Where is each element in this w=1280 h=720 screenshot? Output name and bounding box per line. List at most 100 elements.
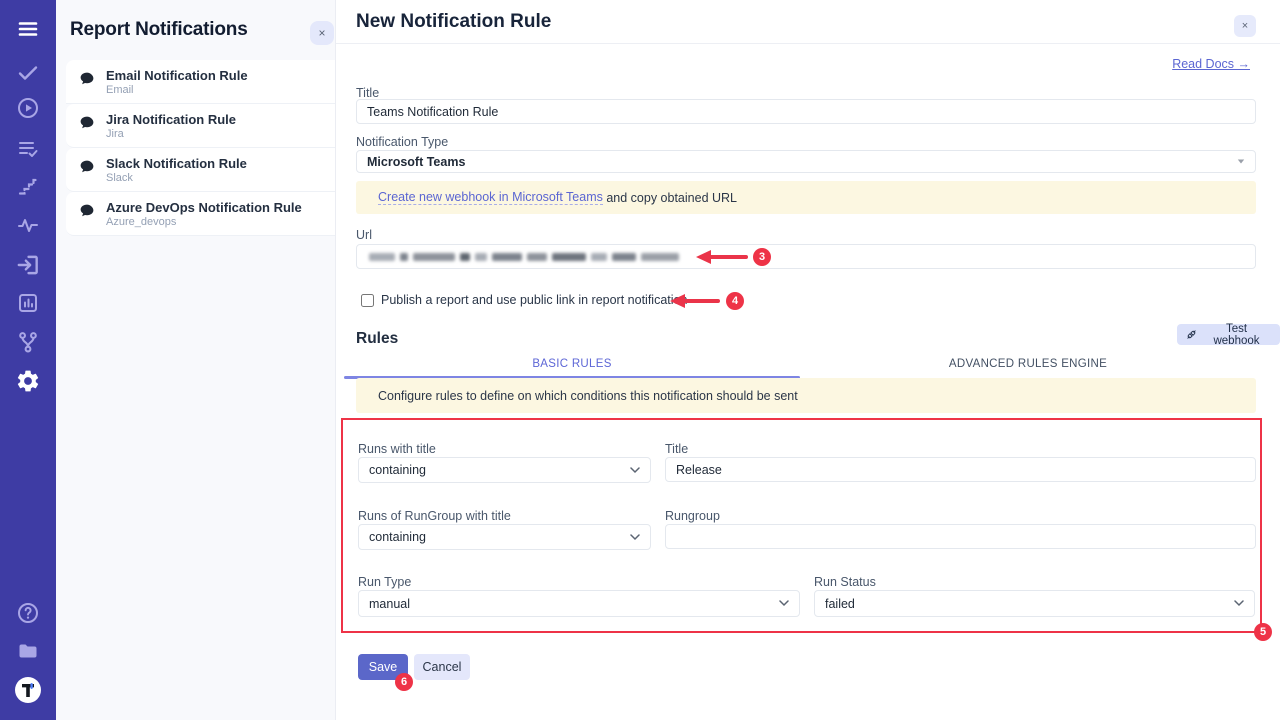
redacted-url-blob bbox=[612, 252, 636, 261]
plug-icon bbox=[1186, 329, 1197, 340]
rule-title: Azure DevOps Notification Rule bbox=[106, 199, 302, 215]
rules-hint-box: Configure rules to define on which condi… bbox=[356, 378, 1256, 413]
publish-report-checkbox[interactable] bbox=[361, 294, 374, 307]
rule-title-input[interactable] bbox=[665, 457, 1256, 482]
tab-advanced-rules-engine[interactable]: ADVANCED RULES ENGINE bbox=[948, 358, 1108, 370]
test-webhook-button[interactable]: Test webhook bbox=[1177, 322, 1280, 347]
check-icon[interactable] bbox=[0, 61, 56, 85]
runs-with-title-value: containing bbox=[369, 463, 426, 477]
chevron-down-icon bbox=[779, 600, 789, 607]
rule-subtitle: Slack bbox=[106, 171, 133, 184]
title-input[interactable] bbox=[356, 99, 1256, 124]
rule-subtitle: Email bbox=[106, 83, 134, 96]
folder-icon[interactable] bbox=[0, 639, 56, 663]
close-icon: × bbox=[318, 26, 326, 40]
chevron-down-icon bbox=[630, 533, 640, 541]
panel-close-button[interactable]: × bbox=[310, 21, 334, 45]
runs-of-rungroup-value: containing bbox=[369, 530, 426, 544]
form-close-button[interactable]: × bbox=[1234, 15, 1256, 37]
chat-bubble-icon bbox=[78, 114, 96, 137]
runs-with-title-label: Runs with title bbox=[358, 442, 436, 456]
activity-icon[interactable] bbox=[0, 213, 56, 237]
chat-bubble-icon bbox=[78, 202, 96, 225]
url-label: Url bbox=[356, 228, 372, 242]
notification-rule-list: Email Notification Rule Email Jira Notifi… bbox=[56, 60, 335, 236]
rules-hint-text: Configure rules to define on which condi… bbox=[378, 388, 798, 403]
rules-heading: Rules bbox=[356, 330, 399, 347]
list-item-azure-devops-rule[interactable]: Azure DevOps Notification Rule Azure_devo… bbox=[66, 192, 335, 236]
test-webhook-label: Test webhook bbox=[1213, 322, 1260, 347]
redacted-url-blob bbox=[527, 252, 547, 261]
page-title: New Notification Rule bbox=[356, 11, 552, 32]
help-icon[interactable] bbox=[0, 601, 56, 625]
rule-title-label: Title bbox=[665, 442, 689, 456]
rule-title: Jira Notification Rule bbox=[106, 111, 237, 127]
webhook-hint-box: Create new webhook in Microsoft Teams an… bbox=[356, 181, 1256, 214]
branches-icon[interactable] bbox=[0, 329, 56, 355]
chat-bubble-icon bbox=[78, 70, 96, 93]
rule-title: Email Notification Rule bbox=[106, 67, 248, 83]
rule-title: Slack Notification Rule bbox=[106, 155, 247, 171]
annotation-badge-4: 4 bbox=[726, 292, 744, 310]
run-type-label: Run Type bbox=[358, 575, 412, 589]
redacted-url-blob bbox=[475, 252, 487, 261]
notification-type-value: Microsoft Teams bbox=[367, 154, 466, 169]
redacted-url-blob bbox=[641, 252, 679, 261]
new-notification-rule-form: New Notification Rule × Read Docs → Titl… bbox=[336, 0, 1280, 720]
list-item-slack-rule[interactable]: Slack Notification Rule Slack bbox=[66, 148, 335, 192]
sidebar bbox=[0, 0, 56, 720]
redacted-url-blob bbox=[400, 252, 408, 261]
annotation-arrow-4 bbox=[670, 293, 720, 314]
run-status-select[interactable]: failed bbox=[814, 590, 1255, 617]
cancel-button[interactable]: Cancel bbox=[414, 654, 470, 680]
sign-in-icon[interactable] bbox=[0, 252, 56, 278]
run-type-select[interactable]: manual bbox=[358, 590, 800, 617]
chevron-down-icon bbox=[630, 466, 640, 474]
redacted-url-blob bbox=[492, 252, 522, 261]
runs-with-title-select[interactable]: containing bbox=[358, 457, 651, 483]
publish-report-label[interactable]: Publish a report and use public link in … bbox=[381, 293, 688, 307]
rule-subtitle: Azure_devops bbox=[106, 215, 177, 228]
read-docs-link[interactable]: Read Docs → bbox=[1172, 57, 1250, 71]
annotation-badge-5: 5 bbox=[1254, 623, 1272, 641]
redacted-url-blob bbox=[369, 252, 395, 261]
run-status-label: Run Status bbox=[814, 575, 876, 589]
redacted-url-blob bbox=[460, 252, 470, 261]
runs-of-rungroup-select[interactable]: containing bbox=[358, 524, 651, 550]
webhook-hint-text: and copy obtained URL bbox=[602, 190, 737, 205]
rungroup-input[interactable] bbox=[665, 524, 1256, 549]
form-header: New Notification Rule bbox=[336, 0, 1280, 44]
panel-title: Report Notifications bbox=[70, 19, 248, 40]
url-input[interactable] bbox=[356, 244, 1256, 269]
run-type-value: manual bbox=[369, 596, 410, 611]
redacted-url-blob bbox=[413, 252, 455, 261]
menu-icon[interactable] bbox=[0, 17, 56, 41]
redacted-url-blob bbox=[591, 252, 607, 261]
chevron-down-icon bbox=[1234, 600, 1244, 607]
caret-down-icon bbox=[1237, 159, 1245, 164]
chat-bubble-icon bbox=[78, 158, 96, 181]
rules-tabs: BASIC RULES ADVANCED RULES ENGINE bbox=[344, 354, 1256, 379]
redacted-url-blob bbox=[552, 252, 586, 261]
tab-basic-rules[interactable]: BASIC RULES bbox=[344, 354, 800, 379]
notification-type-label: Notification Type bbox=[356, 135, 449, 149]
title-label: Title bbox=[356, 86, 380, 100]
annotation-badge-3: 3 bbox=[753, 248, 771, 266]
steps-icon[interactable] bbox=[0, 175, 56, 199]
settings-gear-icon[interactable] bbox=[0, 368, 56, 394]
annotation-arrow-3 bbox=[696, 249, 748, 270]
play-circle-icon[interactable] bbox=[0, 96, 56, 120]
app-logo[interactable] bbox=[0, 676, 56, 704]
notification-type-select[interactable]: Microsoft Teams bbox=[356, 150, 1256, 173]
runs-of-rungroup-label: Runs of RunGroup with title bbox=[358, 509, 511, 523]
bar-chart-icon[interactable] bbox=[0, 291, 56, 315]
annotation-badge-6: 6 bbox=[395, 673, 413, 691]
rungroup-label: Rungroup bbox=[665, 509, 720, 523]
checklist-icon[interactable] bbox=[0, 137, 56, 161]
list-item-email-rule[interactable]: Email Notification Rule Email bbox=[66, 60, 335, 104]
run-status-value: failed bbox=[825, 596, 855, 611]
list-item-jira-rule[interactable]: Jira Notification Rule Jira bbox=[66, 104, 335, 148]
close-icon: × bbox=[1241, 20, 1249, 32]
create-webhook-link[interactable]: Create new webhook in Microsoft Teams bbox=[378, 190, 603, 205]
